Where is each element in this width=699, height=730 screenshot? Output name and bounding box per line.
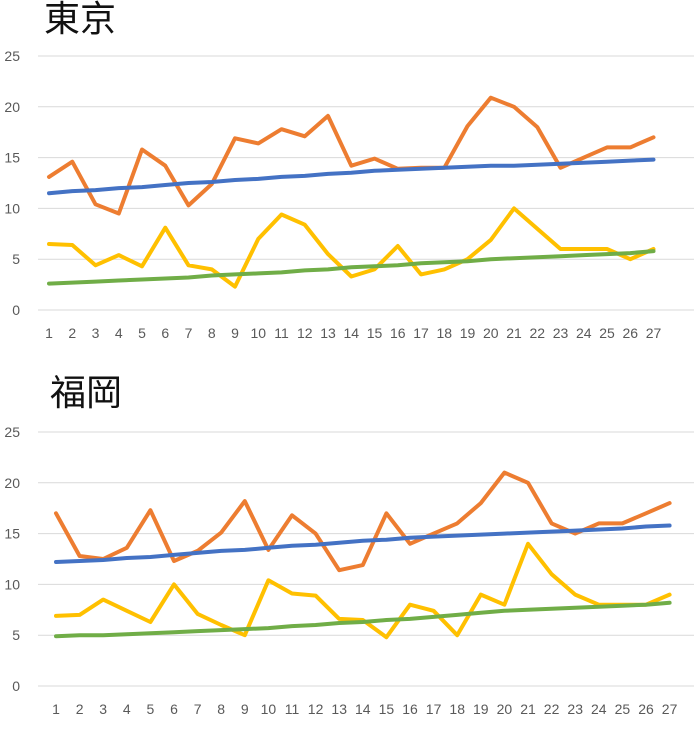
x-tick-label: 22 bbox=[529, 325, 545, 341]
x-tick-label: 12 bbox=[297, 325, 313, 341]
x-tick-label: 17 bbox=[413, 325, 429, 341]
x-tick-label: 15 bbox=[379, 701, 395, 717]
x-tick-label: 8 bbox=[217, 701, 225, 717]
x-tick-label: 11 bbox=[274, 325, 289, 341]
x-tick-label: 3 bbox=[99, 701, 107, 717]
x-tick-label: 24 bbox=[591, 701, 607, 717]
x-tick-label: 14 bbox=[355, 701, 371, 717]
y-tick-label: 15 bbox=[4, 150, 20, 166]
x-tick-label: 4 bbox=[115, 325, 123, 341]
y-tick-label: 5 bbox=[12, 627, 20, 643]
x-tick-label: 13 bbox=[320, 325, 336, 341]
x-tick-label: 13 bbox=[331, 701, 347, 717]
y-tick-label: 15 bbox=[4, 526, 20, 542]
x-tick-label: 5 bbox=[138, 325, 146, 341]
x-tick-label: 25 bbox=[599, 325, 615, 341]
x-tick-label: 16 bbox=[390, 325, 406, 341]
series-line-1 bbox=[47, 95, 656, 216]
x-tick-label: 6 bbox=[170, 701, 178, 717]
x-tick-label: 2 bbox=[68, 325, 76, 341]
x-tick-label: 19 bbox=[460, 325, 476, 341]
x-tick-label: 16 bbox=[402, 701, 418, 717]
x-tick-label: 12 bbox=[308, 701, 324, 717]
x-tick-label: 14 bbox=[343, 325, 359, 341]
y-tick-label: 10 bbox=[4, 576, 20, 592]
x-tick-label: 22 bbox=[544, 701, 560, 717]
x-tick-label: 4 bbox=[123, 701, 131, 717]
x-tick-label: 3 bbox=[92, 325, 100, 341]
y-tick-label: 0 bbox=[12, 302, 20, 318]
x-tick-label: 20 bbox=[483, 325, 499, 341]
x-tick-label: 7 bbox=[185, 325, 193, 341]
y-tick-label: 5 bbox=[12, 251, 20, 267]
x-tick-label: 1 bbox=[52, 701, 60, 717]
x-tick-label: 18 bbox=[436, 325, 452, 341]
x-tick-label: 18 bbox=[449, 701, 465, 717]
x-tick-label: 23 bbox=[567, 701, 583, 717]
y-tick-label: 10 bbox=[4, 200, 20, 216]
x-tick-label: 24 bbox=[576, 325, 592, 341]
x-tick-label: 2 bbox=[76, 701, 84, 717]
x-tick-label: 8 bbox=[208, 325, 216, 341]
x-tick-label: 27 bbox=[662, 701, 678, 717]
x-tick-label: 19 bbox=[473, 701, 489, 717]
x-tick-label: 9 bbox=[241, 701, 249, 717]
x-tick-label: 10 bbox=[261, 701, 277, 717]
x-tick-label: 21 bbox=[506, 325, 522, 341]
x-tick-label: 21 bbox=[520, 701, 536, 717]
y-tick-label: 20 bbox=[4, 99, 20, 115]
gridlines bbox=[38, 431, 694, 687]
chart-title: 福岡 bbox=[50, 373, 123, 414]
series-line-3 bbox=[47, 206, 656, 289]
x-tick-label: 6 bbox=[161, 325, 169, 341]
y-tick-label: 20 bbox=[4, 475, 20, 491]
series-line-4 bbox=[47, 249, 656, 286]
x-tick-label: 23 bbox=[553, 325, 569, 341]
x-tick-label: 11 bbox=[285, 701, 300, 717]
y-tick-label: 25 bbox=[4, 424, 20, 440]
chart-fukuoka: 福岡 0 5 10 15 20 25 1 2 3 4 5 6 7 8 9 10 11 12 13 14 15 16 17 18… bbox=[0, 368, 699, 730]
chart-title: 東京 bbox=[44, 0, 117, 40]
x-tick-label: 5 bbox=[147, 701, 155, 717]
x-tick-label: 1 bbox=[45, 325, 53, 341]
x-tick-label: 27 bbox=[646, 325, 662, 341]
x-tick-label: 26 bbox=[638, 701, 654, 717]
x-tick-label: 7 bbox=[194, 701, 202, 717]
x-tick-label: 15 bbox=[367, 325, 383, 341]
series-line-4 bbox=[54, 600, 672, 639]
x-tick-label: 17 bbox=[426, 701, 442, 717]
chart-tokyo: 東京 0 5 10 15 20 25 1 2 3 4 5 6 7 8 9 10 11 12 13 14 15 16 17 18… bbox=[0, 0, 699, 352]
x-tick-label: 9 bbox=[231, 325, 239, 341]
y-tick-label: 25 bbox=[4, 48, 20, 64]
x-tick-label: 20 bbox=[497, 701, 513, 717]
y-tick-label: 0 bbox=[12, 678, 20, 694]
series-line-2 bbox=[47, 157, 656, 196]
series-line-2 bbox=[54, 523, 672, 564]
x-tick-label: 25 bbox=[615, 701, 631, 717]
x-tick-label: 10 bbox=[250, 325, 266, 341]
x-tick-label: 26 bbox=[622, 325, 638, 341]
